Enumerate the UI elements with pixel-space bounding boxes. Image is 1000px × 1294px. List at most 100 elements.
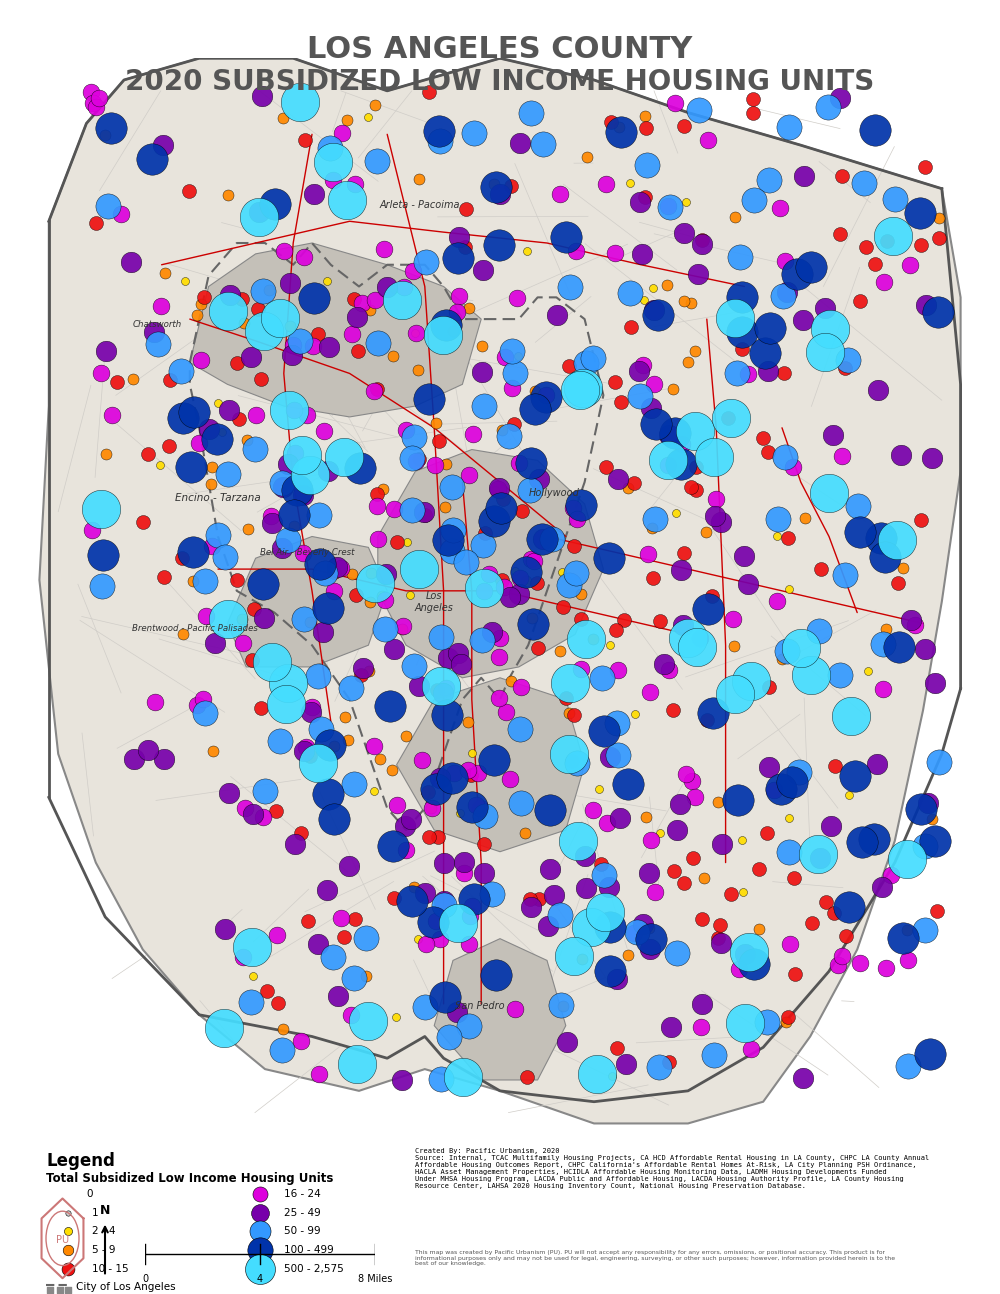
Point xyxy=(256,608,272,629)
Polygon shape xyxy=(378,449,603,678)
Point xyxy=(386,280,402,300)
Text: San Pedro: San Pedro xyxy=(455,1002,504,1011)
Point xyxy=(361,660,377,681)
Point xyxy=(269,924,285,945)
Point xyxy=(280,529,296,550)
Text: 4: 4 xyxy=(257,1273,263,1284)
Point xyxy=(403,809,419,829)
Point xyxy=(559,1031,575,1052)
Point xyxy=(437,986,453,1007)
Point xyxy=(795,1068,811,1088)
Point xyxy=(274,1039,290,1060)
Point xyxy=(417,505,433,525)
Point xyxy=(751,859,767,880)
Point xyxy=(578,629,594,650)
Point xyxy=(913,510,929,531)
Point xyxy=(613,122,629,142)
Point xyxy=(358,928,374,949)
Point xyxy=(435,683,451,704)
Point xyxy=(645,567,661,587)
Point xyxy=(126,749,142,770)
Point xyxy=(618,1053,634,1074)
Point xyxy=(620,477,636,498)
Point xyxy=(450,247,466,268)
Text: 16 - 24: 16 - 24 xyxy=(284,1189,321,1198)
Point xyxy=(699,709,715,730)
Point xyxy=(778,1011,794,1031)
Point xyxy=(736,546,752,567)
Point xyxy=(367,290,383,311)
Point xyxy=(832,224,848,245)
Point xyxy=(322,138,338,159)
Point xyxy=(887,189,903,210)
Point xyxy=(418,252,434,273)
Point xyxy=(917,836,933,857)
Point xyxy=(267,193,283,214)
Point xyxy=(329,556,345,577)
Point xyxy=(561,703,577,723)
Point xyxy=(639,155,655,176)
Text: 2 - 4: 2 - 4 xyxy=(92,1227,116,1237)
Point xyxy=(286,516,302,537)
Point xyxy=(779,282,795,303)
Point xyxy=(217,919,233,939)
Point xyxy=(255,807,271,828)
Point xyxy=(652,611,668,631)
Point xyxy=(275,109,291,129)
Point xyxy=(396,277,412,298)
Point xyxy=(627,704,643,725)
Point xyxy=(257,780,273,801)
Point xyxy=(512,718,528,739)
Point xyxy=(663,1017,679,1038)
Polygon shape xyxy=(227,537,387,666)
Point xyxy=(726,637,742,657)
Point xyxy=(310,665,326,686)
Point xyxy=(394,290,410,311)
Point xyxy=(578,877,594,898)
Point xyxy=(570,831,586,851)
Point xyxy=(476,577,492,598)
Point xyxy=(263,506,279,527)
Point xyxy=(714,833,730,854)
Point xyxy=(692,628,708,648)
Point xyxy=(103,118,119,138)
Point xyxy=(782,933,798,954)
Point xyxy=(446,762,462,783)
Point xyxy=(216,1017,232,1038)
Point xyxy=(286,400,302,421)
Point xyxy=(913,798,929,819)
Point xyxy=(394,619,410,639)
Point xyxy=(175,624,191,644)
Point xyxy=(927,673,943,694)
Point xyxy=(741,942,757,963)
Point xyxy=(552,905,568,925)
Point xyxy=(210,392,226,413)
Point xyxy=(502,769,518,789)
Point xyxy=(734,829,750,850)
Point xyxy=(841,784,857,805)
Point xyxy=(210,524,226,545)
Point xyxy=(712,914,728,934)
Point xyxy=(710,928,726,949)
Point xyxy=(466,122,482,142)
Point xyxy=(348,585,364,606)
Point xyxy=(201,418,217,439)
Point xyxy=(252,1222,268,1242)
Text: 0: 0 xyxy=(142,1273,148,1284)
Point xyxy=(157,263,173,283)
Point xyxy=(821,483,837,503)
Point xyxy=(538,387,554,408)
Point xyxy=(688,457,704,477)
Point xyxy=(310,324,326,344)
Point xyxy=(652,823,668,844)
Point xyxy=(256,321,272,342)
Point xyxy=(251,202,267,223)
Point xyxy=(562,673,578,694)
Point xyxy=(558,687,574,708)
Point xyxy=(235,633,251,653)
Point xyxy=(646,300,662,321)
Point xyxy=(651,1057,667,1078)
Point xyxy=(431,431,447,452)
Point xyxy=(304,697,320,718)
Point xyxy=(834,945,850,965)
